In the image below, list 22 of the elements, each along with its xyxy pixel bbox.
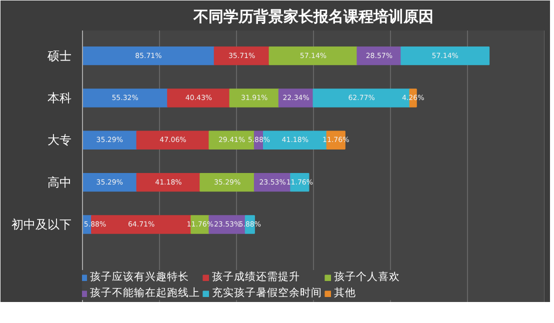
legend-label: 孩子个人喜欢 bbox=[334, 270, 400, 284]
y-tick-label: 初中及以下 bbox=[12, 217, 72, 232]
y-tick-label: 硕士 bbox=[46, 48, 72, 63]
legend-label: 孩子应该有兴趣特长 bbox=[90, 270, 189, 284]
legend-label: 充实孩子暑假空余时间 bbox=[212, 286, 322, 300]
bar bbox=[268, 46, 358, 66]
bar bbox=[229, 88, 280, 108]
chart-title: 不同学历背景家长报名课程培训原因 bbox=[192, 8, 434, 26]
bar bbox=[200, 172, 255, 192]
y-tick-label: 本科 bbox=[48, 90, 72, 105]
legend-label: 孩子成绩还需提升 bbox=[212, 270, 300, 284]
legend-label: 孩子不能输在起跑线上 bbox=[90, 286, 200, 300]
y-tick-label: 高中 bbox=[48, 175, 72, 190]
y-tick-label: 大专 bbox=[48, 133, 72, 148]
bar bbox=[214, 46, 270, 66]
bar bbox=[400, 46, 490, 66]
bar bbox=[136, 130, 210, 150]
bar bbox=[82, 46, 215, 66]
bar bbox=[136, 172, 201, 192]
bar bbox=[82, 88, 168, 108]
legend-label: 其他 bbox=[334, 286, 356, 300]
bar bbox=[167, 88, 230, 108]
